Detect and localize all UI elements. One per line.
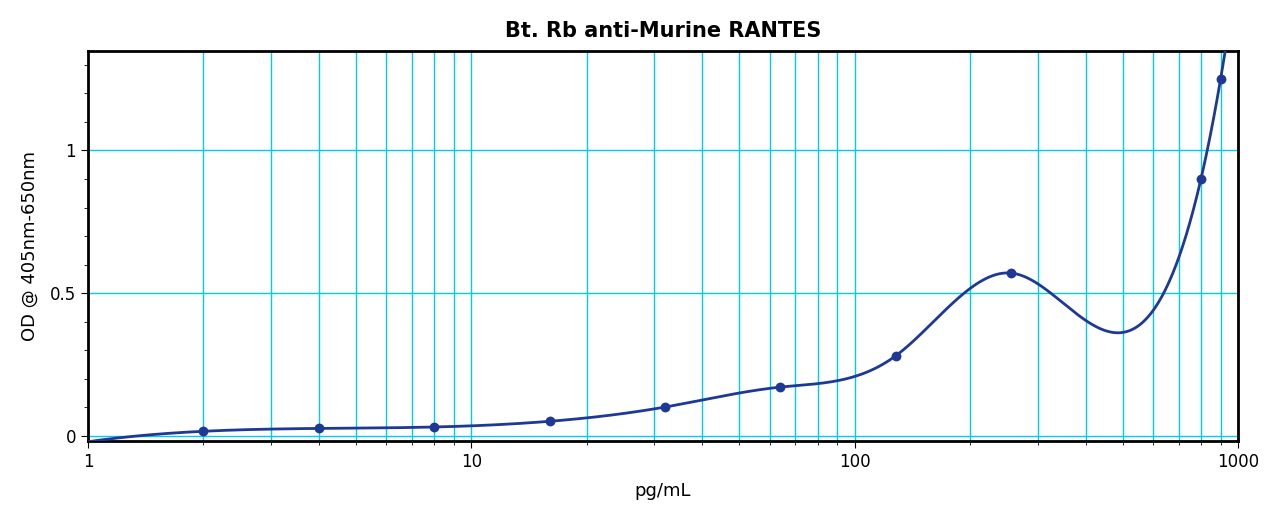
Point xyxy=(308,424,329,432)
Point xyxy=(1001,269,1021,277)
Point xyxy=(193,427,214,436)
Point xyxy=(771,383,791,391)
Title: Bt. Rb anti-Murine RANTES: Bt. Rb anti-Murine RANTES xyxy=(504,21,822,41)
Point xyxy=(1211,75,1231,83)
Point xyxy=(539,417,559,426)
Point xyxy=(1190,175,1211,183)
Y-axis label: OD @ 405nm-650nm: OD @ 405nm-650nm xyxy=(20,151,38,341)
Point xyxy=(424,423,444,431)
Point xyxy=(886,352,906,360)
Point xyxy=(655,403,676,411)
X-axis label: pg/mL: pg/mL xyxy=(635,482,691,500)
